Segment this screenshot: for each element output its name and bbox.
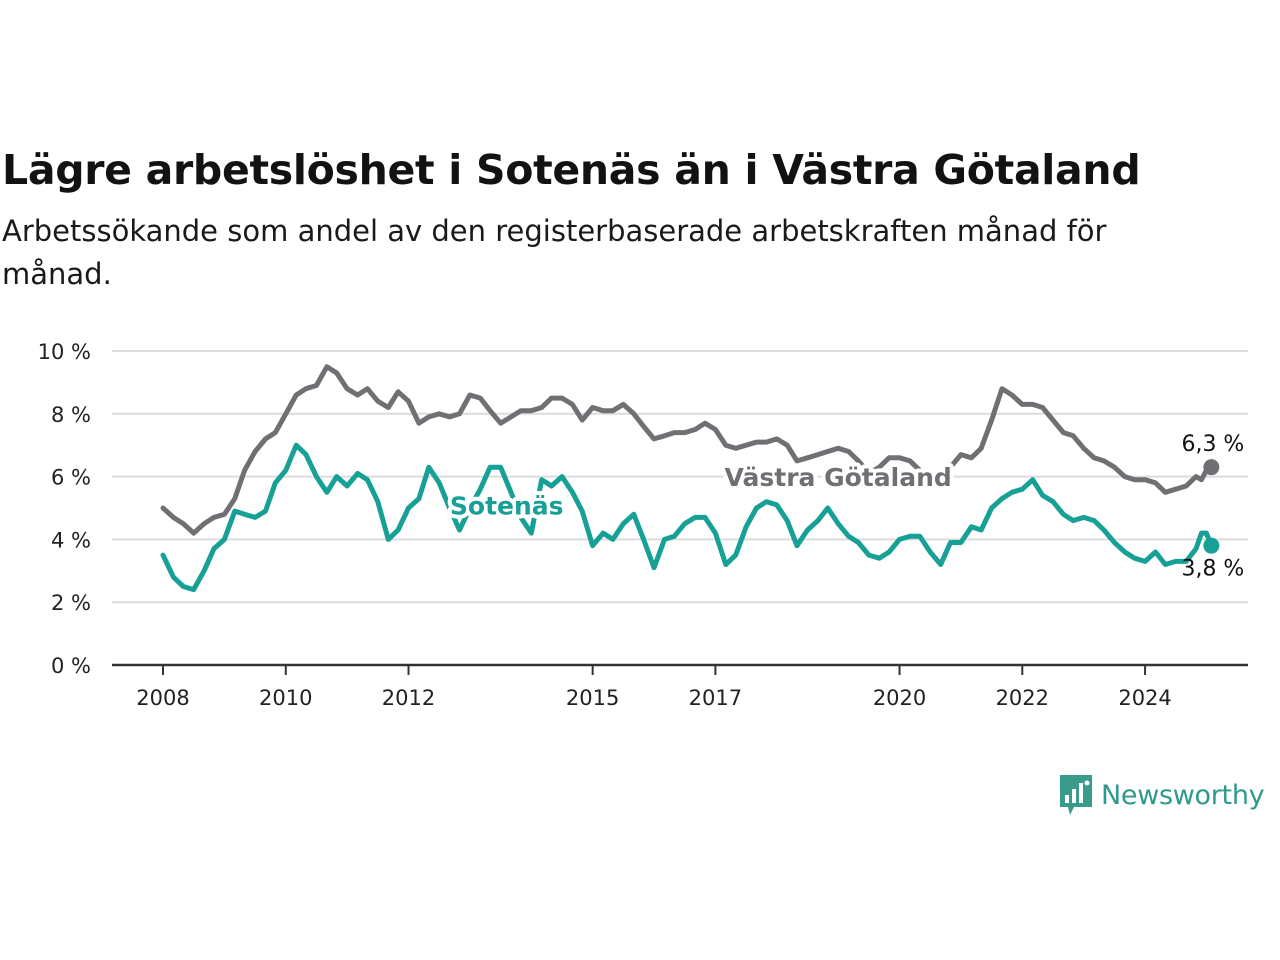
x-tick-label: 2020 xyxy=(873,686,926,710)
x-axis: 2008 2010 2012 2015 2017 2020 2022 2024 xyxy=(112,663,1248,710)
series-name-label: Västra Götaland xyxy=(725,463,952,492)
series-end-marker xyxy=(1203,537,1220,554)
y-tick-label: 0 % xyxy=(51,654,91,678)
series-lines xyxy=(160,364,1220,593)
x-tick-label: 2008 xyxy=(136,686,189,710)
x-tick-label: 2017 xyxy=(689,686,742,710)
y-tick-label: 10 % xyxy=(38,340,91,364)
series-name-label: Sotenäs xyxy=(450,491,564,520)
y-tick-label: 6 % xyxy=(51,466,91,490)
y-tick-label: 8 % xyxy=(51,403,91,427)
x-tick-label: 2022 xyxy=(996,686,1049,710)
brand-name: Newsworthy xyxy=(1101,779,1265,811)
series-line xyxy=(160,364,1214,536)
gridlines xyxy=(112,350,1248,604)
y-tick-label: 4 % xyxy=(51,528,91,552)
x-tick-label: 2010 xyxy=(259,686,312,710)
x-tick-label: 2015 xyxy=(566,686,619,710)
chart-subtitle: Arbetssökande som andel av den registerb… xyxy=(2,214,1107,291)
series-line xyxy=(160,442,1214,593)
y-tick-label: 2 % xyxy=(51,591,91,615)
series-end-label: 6,3 % xyxy=(1181,432,1244,457)
line-chart: 0 % 2 % 4 % 6 % 8 % 10 % 2008 2010 2012 2015 2017… xyxy=(38,340,1248,710)
x-tick-label: 2024 xyxy=(1118,686,1171,710)
series-end-marker xyxy=(1203,459,1220,476)
series-labels: 6,3 % 3,8 % Västra Götaland Sotenäs xyxy=(446,432,1244,582)
y-axis-labels: 0 % 2 % 4 % 6 % 8 % 10 % xyxy=(38,340,91,678)
chart-title: Lägre arbetslöshet i Sotenäs än i Västra… xyxy=(2,146,1141,194)
newsworthy-logo-icon xyxy=(1060,775,1092,815)
series-end-label: 3,8 % xyxy=(1181,557,1244,582)
x-tick-label: 2012 xyxy=(382,686,435,710)
newsworthy-logo: Newsworthy xyxy=(1058,773,1265,817)
